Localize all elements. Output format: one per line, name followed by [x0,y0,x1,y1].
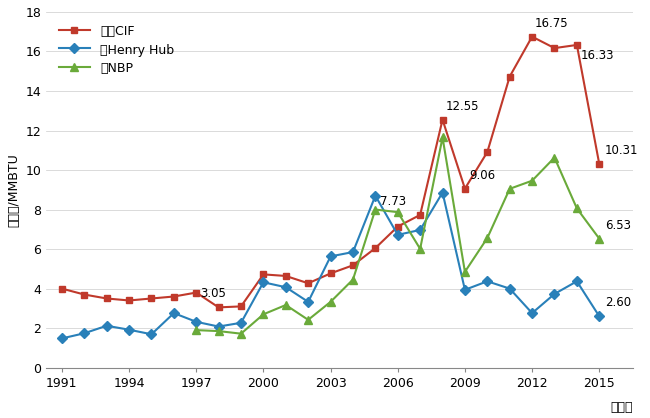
Line: 米Henry Hub: 米Henry Hub [58,189,603,342]
米Henry Hub [237,320,245,325]
日本CIF [394,224,402,229]
日本CIF [58,286,66,291]
米Henry Hub [259,280,267,285]
米Henry Hub [327,254,335,259]
日本CIF [551,46,558,51]
日本CIF [528,34,536,39]
Y-axis label: 米ドル/MMBTU: 米ドル/MMBTU [7,153,20,227]
米Henry Hub [304,299,312,304]
日本CIF [327,271,335,276]
Text: 16.75: 16.75 [535,17,569,30]
Line: 英NBP: 英NBP [192,133,603,338]
英NBP [282,303,290,308]
英NBP [573,206,580,211]
英NBP [349,277,357,282]
米Henry Hub [416,227,424,232]
英NBP [528,178,536,183]
英NBP [192,328,200,333]
日本CIF [125,298,133,303]
米Henry Hub [461,287,469,292]
英NBP [214,329,222,334]
英NBP [371,207,379,212]
米Henry Hub [573,279,580,284]
Text: 6.53: 6.53 [604,219,630,232]
Legend: 日本CIF, 米Henry Hub, 英NBP: 日本CIF, 米Henry Hub, 英NBP [53,18,180,82]
米Henry Hub [214,324,222,329]
英NBP [259,312,267,317]
米Henry Hub [58,336,66,341]
米Henry Hub [551,291,558,296]
日本CIF [484,150,491,155]
米Henry Hub [394,232,402,237]
Text: 9.06: 9.06 [469,169,495,182]
英NBP [416,246,424,251]
米Henry Hub [170,311,177,316]
日本CIF [103,296,111,301]
Text: 7.73: 7.73 [380,195,406,208]
米Henry Hub [528,311,536,316]
米Henry Hub [371,193,379,198]
英NBP [439,135,447,140]
日本CIF [439,117,447,122]
英NBP [595,236,603,241]
米Henry Hub [439,190,447,195]
日本CIF [573,43,580,48]
Text: 2.60: 2.60 [604,296,631,309]
Text: 3.05: 3.05 [200,288,226,301]
Text: 10.31: 10.31 [604,144,638,157]
英NBP [327,299,335,304]
日本CIF [371,246,379,251]
Text: 12.55: 12.55 [445,100,479,113]
日本CIF [214,305,222,310]
英NBP [237,331,245,336]
米Henry Hub [125,327,133,332]
英NBP [484,235,491,240]
英NBP [506,186,514,191]
日本CIF [282,273,290,278]
日本CIF [81,292,88,297]
日本CIF [461,186,469,191]
米Henry Hub [506,286,514,291]
米Henry Hub [148,332,155,337]
日本CIF [506,74,514,79]
米Henry Hub [192,319,200,324]
日本CIF [192,290,200,295]
英NBP [551,155,558,160]
英NBP [304,317,312,322]
Text: 16.33: 16.33 [581,48,614,61]
日本CIF [304,281,312,286]
日本CIF [416,212,424,217]
米Henry Hub [484,279,491,284]
日本CIF [259,272,267,277]
英NBP [461,269,469,274]
米Henry Hub [349,250,357,255]
日本CIF [170,294,177,299]
日本CIF [237,304,245,309]
米Henry Hub [81,331,88,336]
米Henry Hub [595,314,603,319]
日本CIF [148,296,155,301]
日本CIF [595,161,603,166]
日本CIF [349,263,357,268]
米Henry Hub [282,285,290,290]
Line: 日本CIF: 日本CIF [58,33,603,311]
米Henry Hub [103,323,111,328]
Text: （年）: （年） [610,401,633,414]
英NBP [394,209,402,214]
